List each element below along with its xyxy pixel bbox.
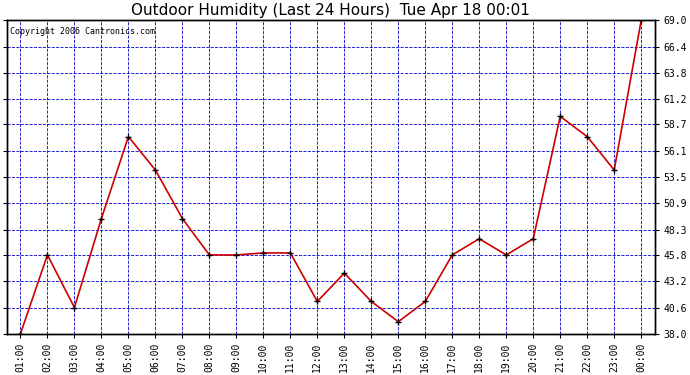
Text: Copyright 2006 Cantronics.com: Copyright 2006 Cantronics.com bbox=[10, 27, 155, 36]
Title: Outdoor Humidity (Last 24 Hours)  Tue Apr 18 00:01: Outdoor Humidity (Last 24 Hours) Tue Apr… bbox=[131, 3, 530, 18]
